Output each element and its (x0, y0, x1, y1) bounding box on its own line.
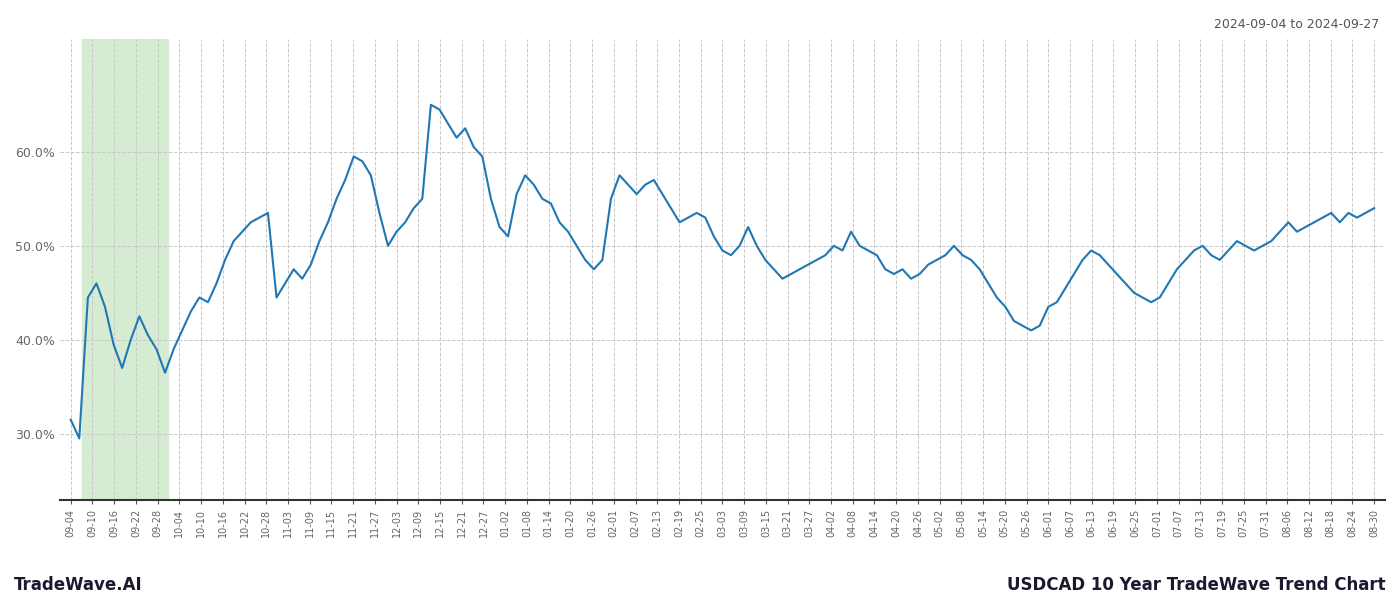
Text: USDCAD 10 Year TradeWave Trend Chart: USDCAD 10 Year TradeWave Trend Chart (1008, 576, 1386, 594)
Text: 2024-09-04 to 2024-09-27: 2024-09-04 to 2024-09-27 (1214, 18, 1379, 31)
Text: TradeWave.AI: TradeWave.AI (14, 576, 143, 594)
Bar (81, 39, 168, 500)
